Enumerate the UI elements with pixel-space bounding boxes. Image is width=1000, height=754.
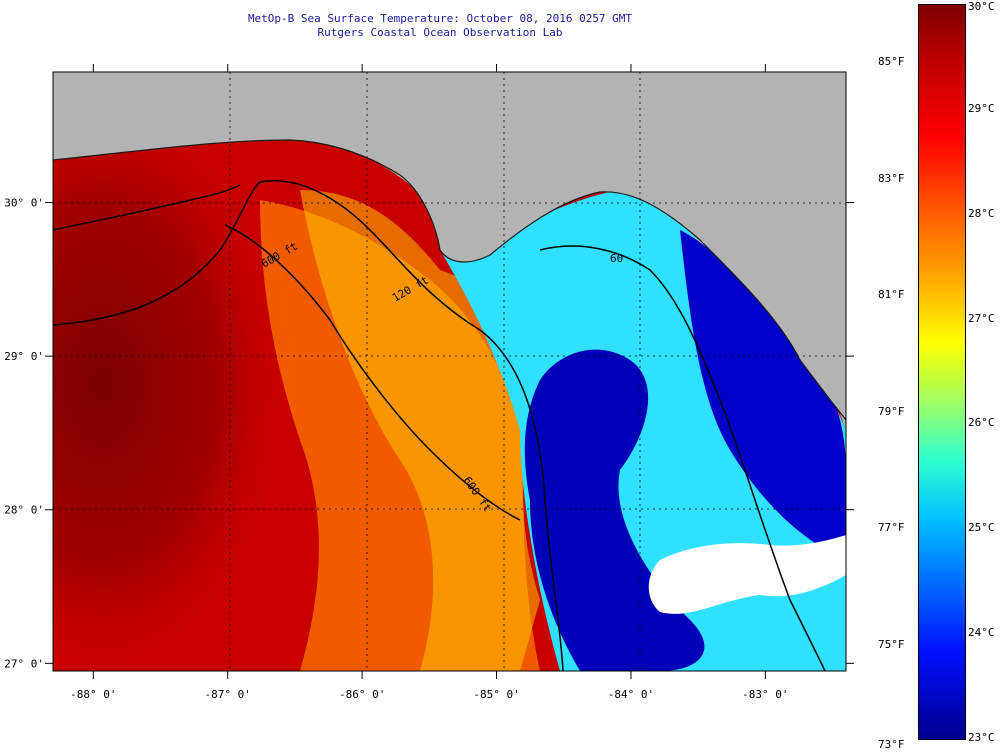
cloud-patch (648, 535, 846, 614)
colorbar-celsius-label: 30°C (968, 0, 995, 13)
map-title-block: MetOp-B Sea Surface Temperature: October… (200, 12, 680, 40)
lat-tick-label: 27° 0' (4, 657, 44, 670)
isobath-600ft (53, 184, 241, 231)
colorbar-fahrenheit-label: 79°F (878, 404, 905, 418)
isobath-600ft-deep (224, 224, 521, 521)
colorbar-celsius-label: 29°C (968, 101, 995, 115)
lat-tick-label: 28° 0' (4, 504, 44, 517)
lon-tick-label: -83° 0' (742, 688, 788, 701)
isobath-120ft (53, 180, 564, 671)
isobath-label-60ft: 60 (610, 252, 623, 265)
colorbar-fahrenheit-label: 75°F (878, 637, 905, 651)
lon-tick-label: -85° 0' (473, 688, 519, 701)
colorbar-celsius-label: 27°C (968, 311, 995, 325)
colorbar-fahrenheit-label: 73°F (878, 738, 905, 751)
graticule (53, 72, 846, 671)
isobath-60ft (539, 245, 826, 671)
colorbar-fahrenheit-label: 85°F (878, 55, 905, 69)
colorbar-fahrenheit-label: 77°F (878, 521, 905, 535)
colorbar-celsius-label: 24°C (968, 626, 995, 640)
lat-tick-label: 29° 0' (4, 350, 44, 363)
colorbar-celsius-label: 25°C (968, 521, 995, 535)
sst-field (53, 72, 846, 671)
colorbar-celsius-label: 28°C (968, 206, 995, 220)
lon-tick-label: -84° 0' (608, 688, 654, 701)
colorbar-fahrenheit-label: 81°F (878, 288, 905, 302)
map-title: MetOp-B Sea Surface Temperature: October… (247, 12, 633, 25)
lon-tick-label: -87° 0' (205, 688, 251, 701)
lat-tick-label: 30° 0' (4, 197, 44, 210)
lon-tick-label: -88° 0' (70, 688, 116, 701)
colorbar-celsius-label: 26°C (968, 416, 995, 430)
plot-frame (52, 71, 847, 672)
land-florida (53, 72, 846, 420)
colorbar (918, 4, 966, 740)
colorbar-fahrenheit-label: 83°F (878, 171, 905, 185)
coastline (53, 139, 846, 421)
map-subtitle: Rutgers Coastal Ocean Observation Lab (317, 26, 563, 39)
lon-tick-label: -86° 0' (339, 688, 385, 701)
colorbar-celsius-label: 23°C (968, 731, 995, 744)
ocean-cold-nearshore (680, 230, 846, 560)
axes: -88° 0' -87° 0' -86° 0' -85° 0' -84° 0' -83° … (4, 64, 854, 701)
